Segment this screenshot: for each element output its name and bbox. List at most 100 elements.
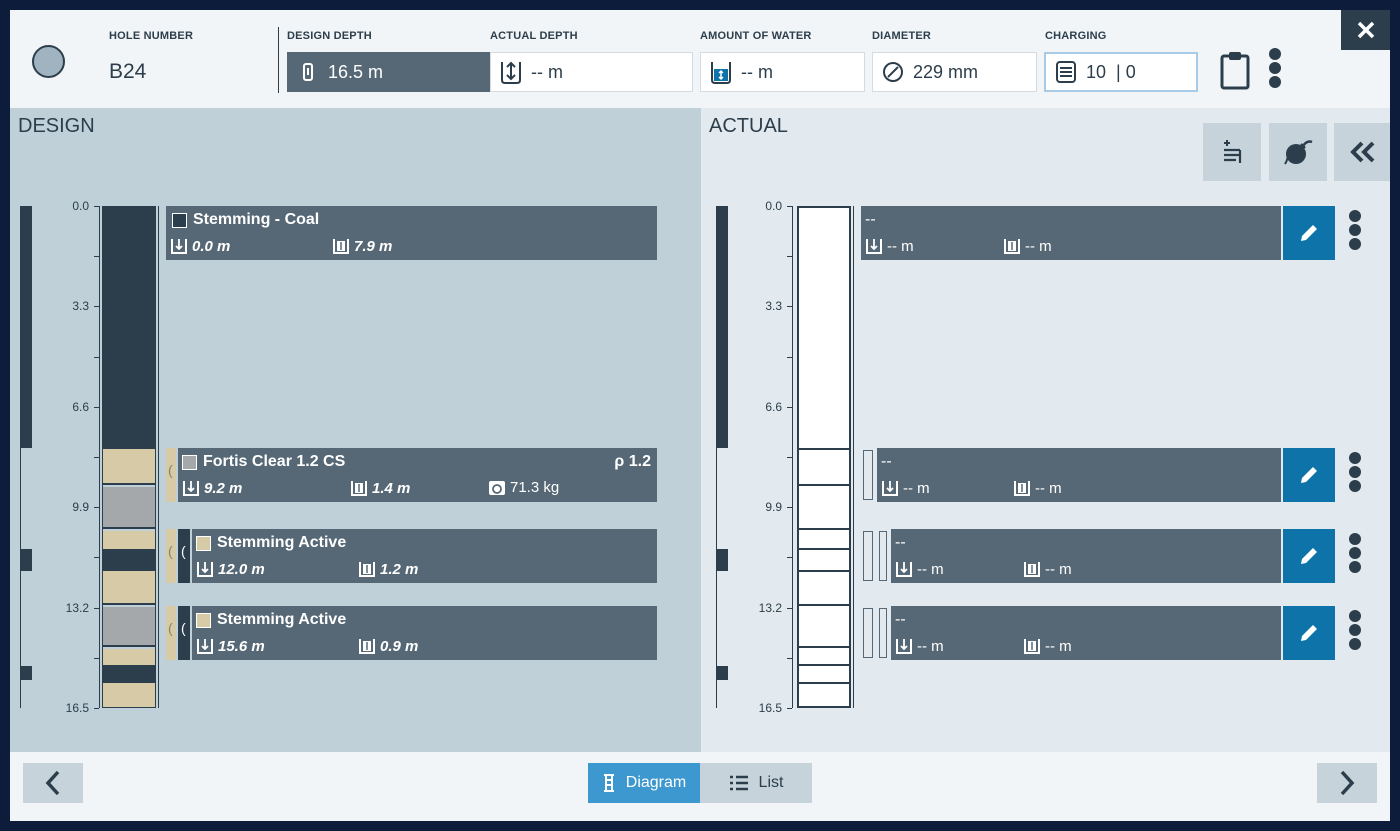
pencil-icon — [1301, 548, 1317, 564]
ruler-tick — [94, 607, 99, 609]
actual-deck-3[interactable]: -- -- m -- m — [891, 529, 1281, 583]
ruler-tick-label: 6.6 — [72, 399, 89, 414]
deck-top-depth: 15.6 m — [218, 637, 265, 655]
deck-name: Stemming - Coal — [193, 211, 320, 228]
clipboard-icon[interactable] — [1219, 50, 1251, 95]
deck-kebab-icon[interactable] — [1349, 210, 1361, 250]
design-side-bar-mark — [20, 549, 32, 571]
deck-kebab-icon[interactable] — [1349, 533, 1361, 573]
deck-top-depth: -- m — [903, 479, 930, 497]
design-hole-column — [102, 206, 156, 708]
column-product — [103, 487, 155, 529]
water-label: AMOUNT OF WATER — [700, 30, 812, 42]
add-primer-button[interactable] — [1269, 123, 1327, 181]
column-product — [103, 607, 155, 647]
deck-length: -- m — [1035, 479, 1062, 497]
deck-top-depth: 9.2 m — [204, 479, 243, 497]
deck-type-strip: ( — [166, 448, 176, 502]
tab-diagram[interactable]: Diagram — [588, 763, 700, 803]
actual-deck-4[interactable]: -- -- m -- m — [891, 606, 1281, 660]
deck-top-icon — [197, 562, 213, 577]
design-deck-1[interactable]: Stemming - Coal 0.0 m 7.9 m — [166, 206, 657, 260]
design-deck-3[interactable]: Stemming Active 12.0 m 1.2 m — [192, 529, 657, 583]
add-deck-icon — [1224, 140, 1242, 163]
actual-deck-2[interactable]: -- -- m -- m — [877, 448, 1281, 502]
edit-deck-button[interactable] — [1283, 606, 1335, 660]
ruler-tick — [787, 406, 792, 408]
ruler-tick — [94, 657, 99, 659]
charging-label: CHARGING — [1045, 30, 1107, 42]
pencil-icon — [1301, 625, 1317, 641]
ruler-tick — [94, 708, 99, 709]
design-deck-connector — [158, 206, 159, 708]
deck-top-icon — [171, 239, 187, 254]
water-field[interactable]: -- m — [700, 52, 865, 92]
diameter-icon — [873, 61, 913, 83]
ruler-tick-label: 13.2 — [65, 600, 89, 615]
ruler-tick-label: 13.2 — [758, 600, 782, 615]
depth-marker-icon — [288, 62, 328, 82]
deck-kebab-icon[interactable] — [1349, 610, 1361, 650]
column-gap — [103, 549, 155, 571]
charging-value: 10 | 0 — [1086, 61, 1136, 82]
deck-type-strip — [861, 606, 875, 660]
primer-strip: ( — [178, 606, 190, 660]
design-panel: DESIGN 0.0 3.3 6.6 9.9 13.2 16.5 Stemming - C… — [10, 108, 701, 752]
add-deck-button[interactable] — [1203, 123, 1261, 181]
actual-depth-field[interactable]: -- m — [490, 52, 693, 92]
deck-top-depth: 0.0 m — [192, 237, 231, 255]
ruler-tick-label: 3.3 — [765, 299, 782, 314]
edit-deck-button[interactable] — [1283, 206, 1335, 260]
next-hole-button[interactable] — [1317, 763, 1377, 803]
ruler-tick — [94, 306, 99, 308]
deck-top-icon — [183, 481, 199, 496]
column-gap — [103, 665, 155, 683]
deck-name: Fortis Clear 1.2 CS — [203, 453, 346, 470]
tab-list-label: List — [758, 774, 784, 791]
column-stemming — [103, 449, 155, 485]
ruler-tick-label: 0.0 — [765, 199, 782, 213]
actual-deck-1[interactable]: -- -- m -- m — [861, 206, 1281, 260]
actual-side-bar-mark — [716, 549, 728, 571]
edit-deck-button[interactable] — [1283, 529, 1335, 583]
tab-list[interactable]: List — [700, 763, 812, 803]
collapse-panel-button[interactable] — [1334, 123, 1390, 181]
design-deck-4[interactable]: Stemming Active 15.6 m 0.9 m — [192, 606, 657, 660]
tab-diagram-label: Diagram — [625, 774, 687, 791]
primer-strip — [877, 606, 889, 660]
ruler-tick — [787, 356, 792, 358]
deck-length-icon — [351, 481, 367, 496]
header-kebab-icon[interactable] — [1268, 48, 1282, 88]
previous-hole-button[interactable] — [23, 763, 83, 803]
ruler-tick-label: 0.0 — [72, 199, 89, 213]
hole-status-indicator[interactable] — [32, 45, 65, 78]
ruler-tick — [94, 457, 99, 458]
diameter-field[interactable]: 229 mm — [872, 52, 1037, 92]
actual-side-bar — [716, 206, 728, 448]
ruler-tick-label: 3.3 — [72, 299, 89, 314]
header-divider — [278, 27, 279, 93]
close-button[interactable] — [1341, 10, 1390, 50]
deck-name: -- — [895, 534, 906, 551]
deck-kebab-icon[interactable] — [1349, 452, 1361, 492]
header-bar: HOLE NUMBER B24 DESIGN DEPTH 16.5 m ACTU… — [10, 10, 1390, 108]
ruler-tick — [94, 406, 99, 408]
ruler-tick-label: 6.6 — [765, 399, 782, 414]
actual-deck-connector — [853, 206, 854, 708]
chevron-right-icon — [1340, 770, 1355, 796]
ruler-tick — [94, 256, 99, 258]
list-icon — [729, 775, 748, 791]
design-deck-2[interactable]: Fortis Clear 1.2 CS ρ 1.2 9.2 m 1.4 m 71… — [178, 448, 657, 502]
ruler-tick — [94, 557, 99, 559]
actual-side-line — [716, 206, 717, 708]
hole-editor-window: HOLE NUMBER B24 DESIGN DEPTH 16.5 m ACTU… — [10, 10, 1390, 821]
deck-top-depth: -- m — [917, 560, 944, 578]
edit-deck-button[interactable] — [1283, 448, 1335, 502]
design-side-bar-mark — [20, 666, 32, 680]
diagram-icon — [603, 774, 614, 792]
deck-top-icon — [896, 639, 912, 654]
charging-field[interactable]: 10 | 0 — [1044, 52, 1198, 92]
deck-length: 7.9 m — [354, 237, 393, 255]
primer-strip: ( — [178, 529, 190, 583]
deck-top-depth: 12.0 m — [218, 560, 265, 578]
